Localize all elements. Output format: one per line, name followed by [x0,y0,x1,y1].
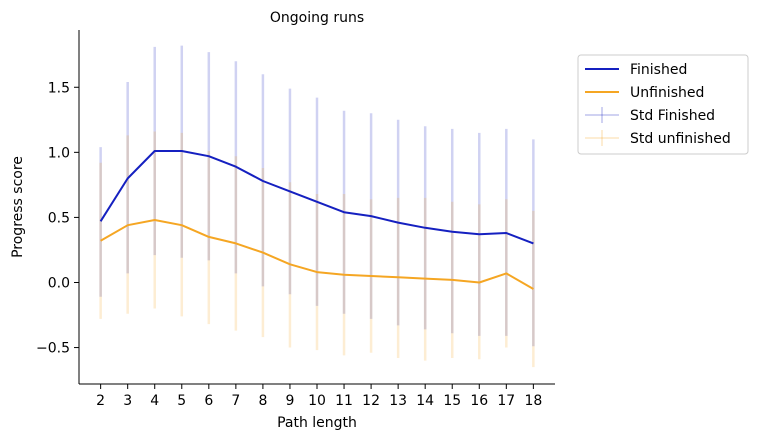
series-lines [99,150,534,290]
legend-label-std-unfinished: Std unfinished [630,131,731,147]
x-tick-label: 13 [389,393,407,409]
legend-box [577,54,749,155]
legend-label-std-finished: Std Finished [630,108,715,124]
x-tick-label: 9 [285,393,294,409]
x-tick-label: 8 [258,393,267,409]
x-tick-label: 5 [177,393,186,409]
x-tick-label: 2 [96,393,105,409]
legend-swatch-std-unfinished [585,130,619,146]
x-tick-label: 3 [123,393,132,409]
x-axis-label: Path length [277,415,357,431]
x-tick-label: 6 [204,393,213,409]
y-tick-label: −0.5 [36,341,70,357]
legend-label-finished: Finished [630,62,687,78]
x-tick-label: 14 [416,393,434,409]
legend: Finished Unfinished Std Finished Std unf… [577,54,749,155]
y-tick-label: 1.0 [48,145,70,161]
chart-title: Ongoing runs [270,10,364,26]
error-bars [99,45,535,368]
x-tick-label: 15 [443,393,461,409]
legend-label-unfinished: Unfinished [630,85,704,101]
x-tick-label: 4 [150,393,159,409]
x-tick-label: 18 [524,393,542,409]
series-line-unfinished [100,219,534,290]
x-tick-label: 11 [335,393,353,409]
y-tick-label: 0.0 [48,275,70,291]
y-tick-label: 1.5 [48,80,70,96]
x-tick-label: 17 [497,393,515,409]
series-line-finished [99,150,534,245]
y-axis-label: Progress score [10,156,26,258]
x-tick-label: 12 [362,393,380,409]
x-ticks: 2 3 4 5 6 7 8 9 10 11 12 13 14 15 16 17 18 [96,384,542,409]
x-tick-label: 7 [231,393,240,409]
y-ticks: −0.5 0.0 0.5 1.0 1.5 [36,80,79,357]
x-tick-label: 10 [308,393,326,409]
y-tick-label: 0.5 [48,210,70,226]
legend-swatch-std-finished [585,107,619,123]
x-tick-label: 16 [470,393,488,409]
